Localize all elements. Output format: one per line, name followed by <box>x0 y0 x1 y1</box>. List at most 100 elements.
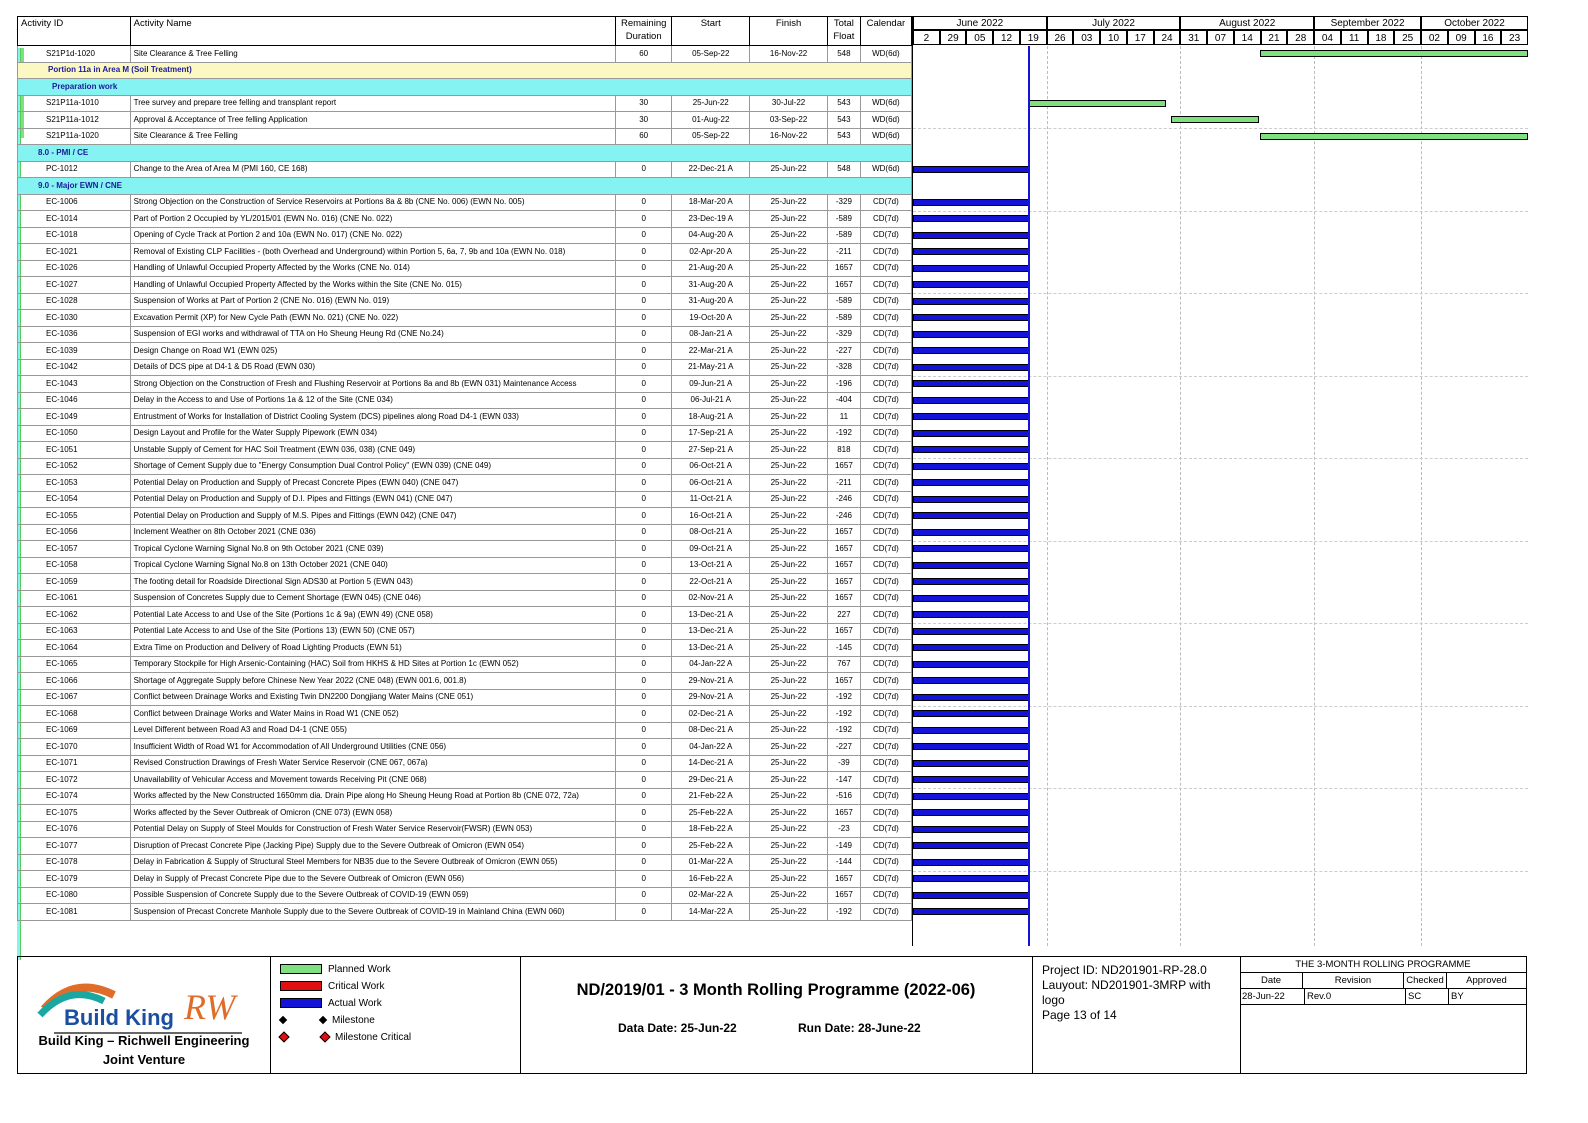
remaining-duration-cell[interactable]: 60 <box>615 45 673 63</box>
calendar-cell[interactable]: CD(7d) <box>859 309 913 327</box>
calendar-cell[interactable]: CD(7d) <box>859 622 913 640</box>
start-cell[interactable]: 05-Sep-22 <box>671 127 751 145</box>
calendar-cell[interactable]: CD(7d) <box>859 276 913 294</box>
activity-name-cell[interactable]: Disruption of Precast Concrete Pipe (Jac… <box>129 837 617 855</box>
actual-work-bar[interactable] <box>913 561 1030 569</box>
remaining-duration-cell[interactable]: 0 <box>615 903 673 921</box>
finish-cell[interactable]: 25-Jun-22 <box>749 787 828 805</box>
actual-work-bar[interactable] <box>913 297 1030 305</box>
start-cell[interactable]: 29-Nov-21 A <box>671 688 751 706</box>
total-float-cell[interactable]: -516 <box>827 787 861 805</box>
total-float-cell[interactable]: 548 <box>827 45 861 63</box>
remaining-duration-cell[interactable]: 0 <box>615 408 673 426</box>
actual-work-bar[interactable] <box>913 462 1030 470</box>
calendar-cell[interactable]: CD(7d) <box>859 721 913 739</box>
total-float-cell[interactable]: 227 <box>827 606 861 624</box>
activity-id-cell[interactable]: EC-1063 <box>17 622 131 640</box>
finish-cell[interactable]: 30-Jul-22 <box>749 94 828 112</box>
activity-id-cell[interactable]: EC-1062 <box>17 606 131 624</box>
finish-cell[interactable]: 25-Jun-22 <box>749 606 828 624</box>
finish-cell[interactable]: 25-Jun-22 <box>749 622 828 640</box>
activity-name-cell[interactable]: Entrustment of Works for Installation of… <box>129 408 617 426</box>
total-float-cell[interactable]: -192 <box>827 424 861 442</box>
remaining-duration-cell[interactable]: 0 <box>615 309 673 327</box>
total-float-cell[interactable]: -192 <box>827 705 861 723</box>
start-cell[interactable]: 18-Aug-21 A <box>671 408 751 426</box>
finish-cell[interactable]: 25-Jun-22 <box>749 771 828 789</box>
start-cell[interactable]: 22-Dec-21 A <box>671 160 751 178</box>
start-cell[interactable]: 02-Mar-22 A <box>671 886 751 904</box>
start-cell[interactable]: 01-Aug-22 <box>671 111 751 129</box>
total-float-cell[interactable]: -144 <box>827 853 861 871</box>
total-float-cell[interactable]: -329 <box>827 193 861 211</box>
activity-id-cell[interactable]: EC-1079 <box>17 870 131 888</box>
finish-cell[interactable]: 25-Jun-22 <box>749 589 828 607</box>
remaining-duration-cell[interactable]: 0 <box>615 276 673 294</box>
total-float-cell[interactable]: 543 <box>827 127 861 145</box>
calendar-cell[interactable]: CD(7d) <box>859 787 913 805</box>
remaining-duration-cell[interactable]: 0 <box>615 589 673 607</box>
activity-id-cell[interactable]: EC-1055 <box>17 507 131 525</box>
finish-cell[interactable]: 25-Jun-22 <box>749 573 828 591</box>
remaining-duration-cell[interactable]: 0 <box>615 738 673 756</box>
activity-name-cell[interactable]: Design Layout and Profile for the Water … <box>129 424 617 442</box>
activity-name-cell[interactable]: Details of DCS pipe at D4-1 & D5 Road (E… <box>129 358 617 376</box>
finish-cell[interactable]: 16-Nov-22 <box>749 127 828 145</box>
finish-cell[interactable]: 25-Jun-22 <box>749 523 828 541</box>
activity-name-cell[interactable]: Strong Objection on the Construction of … <box>129 193 617 211</box>
start-cell[interactable]: 08-Dec-21 A <box>671 721 751 739</box>
activity-id-cell[interactable]: S21P11a-1020 <box>17 127 131 145</box>
activity-id-cell[interactable]: EC-1078 <box>17 853 131 871</box>
actual-work-bar[interactable] <box>913 528 1030 536</box>
calendar-cell[interactable]: CD(7d) <box>859 837 913 855</box>
calendar-cell[interactable]: CD(7d) <box>859 903 913 921</box>
activity-id-cell[interactable]: EC-1061 <box>17 589 131 607</box>
calendar-cell[interactable]: CD(7d) <box>859 490 913 508</box>
finish-cell[interactable]: 25-Jun-22 <box>749 886 828 904</box>
remaining-duration-cell[interactable]: 0 <box>615 507 673 525</box>
finish-cell[interactable]: 25-Jun-22 <box>749 375 828 393</box>
finish-cell[interactable]: 16-Nov-22 <box>749 45 828 63</box>
activity-name-cell[interactable]: Conflict between Drainage Works and Exis… <box>129 688 617 706</box>
start-cell[interactable]: 05-Sep-22 <box>671 45 751 63</box>
total-float-cell[interactable]: -196 <box>827 375 861 393</box>
remaining-duration-cell[interactable]: 0 <box>615 243 673 261</box>
activity-id-cell[interactable]: EC-1006 <box>17 193 131 211</box>
total-float-cell[interactable]: -589 <box>827 226 861 244</box>
remaining-duration-cell[interactable]: 0 <box>615 342 673 360</box>
activity-name-cell[interactable]: Delay in the Access to and Use of Portio… <box>129 391 617 409</box>
activity-id-cell[interactable]: EC-1030 <box>17 309 131 327</box>
actual-work-bar[interactable] <box>913 776 1030 784</box>
activity-name-cell[interactable]: Opening of Cycle Track at Portion 2 and … <box>129 226 617 244</box>
total-float-cell[interactable]: 1657 <box>827 573 861 591</box>
activity-name-cell[interactable]: Site Clearance & Tree Felling <box>129 127 617 145</box>
finish-cell[interactable]: 25-Jun-22 <box>749 276 828 294</box>
calendar-cell[interactable]: WD(6d) <box>859 160 913 178</box>
actual-work-bar[interactable] <box>913 347 1030 355</box>
start-cell[interactable]: 09-Jun-21 A <box>671 375 751 393</box>
start-cell[interactable]: 11-Oct-21 A <box>671 490 751 508</box>
remaining-duration-cell[interactable]: 0 <box>615 210 673 228</box>
actual-work-bar[interactable] <box>913 611 1030 619</box>
calendar-cell[interactable]: CD(7d) <box>859 606 913 624</box>
actual-work-bar[interactable] <box>913 479 1030 487</box>
actual-work-bar[interactable] <box>913 693 1030 701</box>
activity-name-cell[interactable]: Change to the Area of Area M (PMI 160, C… <box>129 160 617 178</box>
activity-id-cell[interactable]: EC-1027 <box>17 276 131 294</box>
finish-cell[interactable]: 25-Jun-22 <box>749 655 828 673</box>
remaining-duration-cell[interactable]: 0 <box>615 490 673 508</box>
calendar-cell[interactable]: CD(7d) <box>859 804 913 822</box>
start-cell[interactable]: 06-Jul-21 A <box>671 391 751 409</box>
actual-work-bar[interactable] <box>913 446 1030 454</box>
start-cell[interactable]: 19-Oct-20 A <box>671 309 751 327</box>
activity-name-cell[interactable]: Unavailability of Vehicular Access and M… <box>129 771 617 789</box>
finish-cell[interactable]: 25-Jun-22 <box>749 688 828 706</box>
activity-name-cell[interactable]: Potential Delay on Supply of Steel Mould… <box>129 820 617 838</box>
finish-cell[interactable]: 25-Jun-22 <box>749 672 828 690</box>
calendar-cell[interactable]: CD(7d) <box>859 820 913 838</box>
remaining-duration-cell[interactable]: 0 <box>615 721 673 739</box>
remaining-duration-cell[interactable]: 0 <box>615 705 673 723</box>
start-cell[interactable]: 13-Dec-21 A <box>671 606 751 624</box>
remaining-duration-cell[interactable]: 0 <box>615 474 673 492</box>
activity-id-cell[interactable]: EC-1077 <box>17 837 131 855</box>
